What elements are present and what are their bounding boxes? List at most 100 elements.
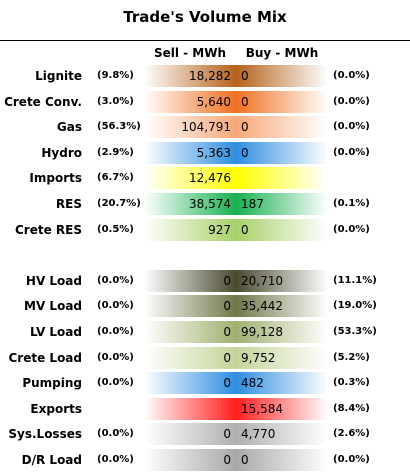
buy-share: (0.0%) <box>333 454 370 465</box>
buy-value: 4,770 <box>241 427 276 442</box>
sell-cell: 0 <box>144 449 236 471</box>
table-row: Crete Conv. (3.0%) 5,640 0 (0.0%) <box>0 90 410 114</box>
sell-cell: 0 <box>144 295 236 318</box>
table-row: Pumping (0.0%) 0 482 (0.3%) <box>0 371 410 395</box>
buy-cell: 0 <box>236 65 328 87</box>
buy-column-header: Buy - MWh <box>245 46 319 60</box>
sell-share: (0.0%) <box>97 274 134 286</box>
table-row: Gas (56.3%) 104,791 0 (0.0%) <box>0 115 410 139</box>
sell-value: 0 <box>223 325 231 339</box>
sell-share: (3.0%) <box>97 95 134 107</box>
sell-value: 0 <box>223 376 231 391</box>
buy-value: 187 <box>241 197 264 211</box>
sell-value: 0 <box>223 453 231 467</box>
sell-value: 0 <box>223 273 231 288</box>
sell-share: (0.5%) <box>97 223 134 235</box>
row-label: Crete Conv. <box>4 94 82 109</box>
buy-cell: 482 <box>236 372 328 395</box>
buy-share: (0.1%) <box>333 198 370 209</box>
buy-cell: 99,128 <box>236 321 328 343</box>
buy-share: (0.0%) <box>333 223 370 235</box>
sell-value: 38,574 <box>189 197 231 211</box>
sell-cell: 5,640 <box>144 90 236 113</box>
table-row: D/R Load (0.0%) 0 0 (0.0%) <box>0 448 410 472</box>
table-row: HV Load (0.0%) 0 20,710 (11.1%) <box>0 269 410 293</box>
buy-value: 0 <box>241 120 249 135</box>
table-row: Crete RES (0.5%) 927 0 (0.0%) <box>0 218 410 242</box>
table-row: Crete Load (0.0%) 0 9,752 (5.2%) <box>0 346 410 370</box>
buy-share: (0.3%) <box>333 377 370 389</box>
chart-title: Trade's Volume Mix <box>123 8 287 26</box>
buy-value: 9,752 <box>241 350 276 365</box>
buy-share: (0.0%) <box>333 95 370 107</box>
buy-cell: 0 <box>236 141 328 164</box>
row-label: Hydro <box>41 145 82 160</box>
title-divider <box>0 40 410 41</box>
buy-share: (5.2%) <box>333 351 370 363</box>
buy-share: (0.0%) <box>333 146 370 158</box>
sell-cell: 927 <box>144 218 236 241</box>
table-row: RES (20.7%) 38,574 187 (0.1%) <box>0 192 410 216</box>
buy-value: 20,710 <box>241 273 283 288</box>
table-row: Lignite (9.8%) 18,282 0 (0.0%) <box>0 64 410 88</box>
buy-value: 0 <box>241 222 249 237</box>
buy-cell: 0 <box>236 116 328 139</box>
sell-value: 5,363 <box>196 145 231 160</box>
buy-share: (53.3%) <box>333 326 377 337</box>
sell-value: 5,640 <box>196 94 231 109</box>
sell-value: 0 <box>223 299 231 314</box>
row-label: Lignite <box>35 69 82 83</box>
row-label: Crete Load <box>8 350 83 365</box>
sell-column-header: Sell - MWh <box>153 46 227 60</box>
sell-value: 18,282 <box>189 69 231 83</box>
sell-cell: 0 <box>144 346 236 369</box>
sell-share: (20.7%) <box>97 198 141 209</box>
row-label: D/R Load <box>21 453 82 467</box>
sell-cell: 18,282 <box>144 65 236 87</box>
table-row: Sys.Losses (0.0%) 0 4,770 (2.6%) <box>0 422 410 446</box>
buy-value: 482 <box>241 376 264 391</box>
row-label: Crete RES <box>15 222 82 237</box>
buy-cell <box>236 167 328 190</box>
sell-share: (0.0%) <box>97 454 134 465</box>
row-label: Sys.Losses <box>8 427 82 442</box>
buy-value: 15,584 <box>241 401 283 416</box>
sell-value: 927 <box>208 222 231 237</box>
row-label: MV Load <box>24 299 82 314</box>
buy-cell: 9,752 <box>236 346 328 369</box>
buy-cell: 20,710 <box>236 269 328 292</box>
buy-cell: 15,584 <box>236 397 328 420</box>
sell-cell: 12,476 <box>144 167 236 190</box>
sell-share: (9.8%) <box>97 70 134 81</box>
buy-share: (8.4%) <box>333 402 370 414</box>
sell-share: (0.0%) <box>97 326 134 337</box>
row-label: Exports <box>30 401 82 416</box>
sell-share: (0.0%) <box>97 300 134 312</box>
sell-share: (0.0%) <box>97 351 134 363</box>
buy-value: 0 <box>241 94 249 109</box>
buy-share: (0.0%) <box>333 121 370 133</box>
buy-cell: 35,442 <box>236 295 328 318</box>
sell-cell: 0 <box>144 321 236 343</box>
buy-cell: 0 <box>236 90 328 113</box>
table-row: Exports 15,584 (8.4%) <box>0 397 410 421</box>
sell-value: 104,791 <box>181 120 231 135</box>
buy-value: 0 <box>241 145 249 160</box>
sell-share: (6.7%) <box>97 172 134 184</box>
sell-value: 0 <box>223 427 231 442</box>
buy-cell: 4,770 <box>236 423 328 446</box>
sell-share: (0.0%) <box>97 377 134 389</box>
buy-cell: 187 <box>236 193 328 215</box>
sell-value: 12,476 <box>189 171 231 186</box>
sell-value: 0 <box>223 350 231 365</box>
row-label: Pumping <box>22 376 82 391</box>
sell-share: (2.9%) <box>97 146 134 158</box>
sell-cell: 0 <box>144 269 236 292</box>
buy-value: 0 <box>241 453 249 467</box>
row-label: Imports <box>29 171 82 186</box>
buy-share: (2.6%) <box>333 428 370 440</box>
sell-cell: 5,363 <box>144 141 236 164</box>
row-label: LV Load <box>29 325 82 339</box>
sell-cell: 38,574 <box>144 193 236 215</box>
sell-share: (56.3%) <box>97 121 141 133</box>
